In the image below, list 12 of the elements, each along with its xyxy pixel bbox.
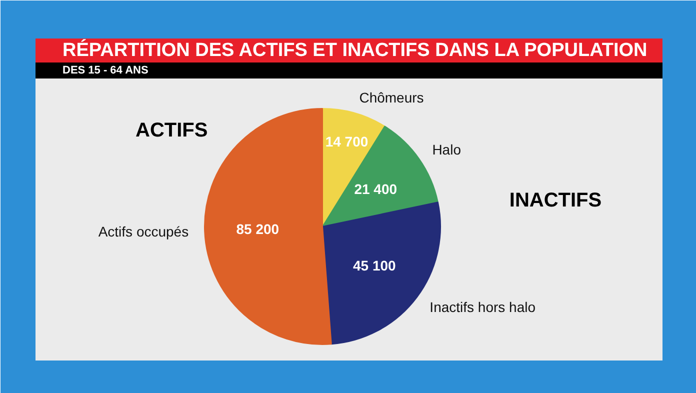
chart-title: RÉPARTITION DES ACTIFS ET INACTIFS DANS LA POPULATION: [62, 39, 648, 61]
data-label: 45 100: [353, 257, 396, 274]
data-label: 21 400: [354, 181, 398, 198]
data-label: 14 700: [325, 133, 368, 150]
data-label: 85 200: [236, 220, 280, 237]
text: INACTIFS: [509, 190, 602, 212]
text: ACTIFS: [136, 120, 208, 142]
slice-label: Chômeurs: [359, 90, 424, 106]
slice-label: Halo: [432, 142, 462, 158]
slice-label: Inactifs hors halo: [430, 298, 536, 315]
chart-subtitle: DES 15 - 64 ANS: [62, 64, 148, 76]
slice-label: Actifs occupés: [98, 224, 189, 240]
